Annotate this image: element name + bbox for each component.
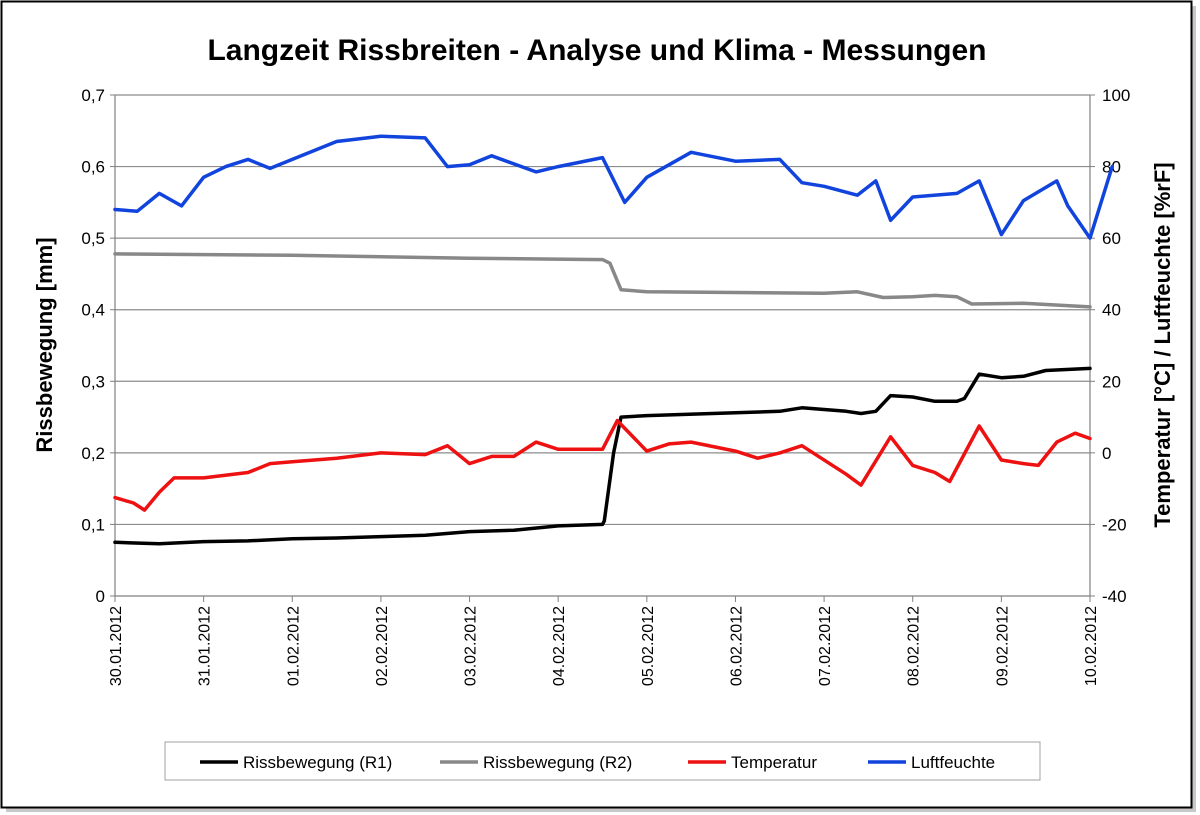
- y-left-tick-label: 0,6: [81, 158, 105, 177]
- x-tick-label: 09.02.2012: [994, 606, 1011, 686]
- x-tick-label: 10.02.2012: [1083, 606, 1100, 686]
- series-line-3: [113, 418, 1092, 512]
- x-tick-label: 03.02.2012: [463, 606, 480, 686]
- left-axis-ticks: 0 0,1 0,2 0,3 0,4 0,5 0,6 0,7: [81, 86, 115, 606]
- y-right-tick-label: 100: [1102, 86, 1130, 105]
- series-line-1: [113, 366, 1092, 546]
- gridlines: [115, 94, 1090, 526]
- y-right-tick-label: 0: [1102, 444, 1111, 463]
- y-left-tick-label: 0,1: [81, 515, 105, 534]
- y-right-tick-label: -20: [1102, 515, 1127, 534]
- x-axis-ticks: 30.01.2012 31.01.2012 01.02.2012 02.02.2012…: [108, 596, 1100, 686]
- legend: Rissbewegung (R1) Rissbewegung (R2) Temper…: [164, 741, 1041, 781]
- x-tick-label: 05.02.2012: [640, 606, 657, 686]
- legend-label: Temperatur: [731, 753, 817, 772]
- x-tick-label: 04.02.2012: [551, 606, 568, 686]
- y-left-tick-label: 0,3: [81, 372, 105, 391]
- y-right-tick-label: 60: [1102, 229, 1121, 248]
- y-right-tick-label: 20: [1102, 372, 1121, 391]
- x-tick-label: 31.01.2012: [197, 606, 214, 686]
- x-tick-label: 07.02.2012: [817, 606, 834, 686]
- x-tick-label: 02.02.2012: [374, 606, 391, 686]
- legend-label: Rissbewegung (R2): [483, 753, 632, 772]
- x-tick-label: 08.02.2012: [906, 606, 923, 686]
- y-left-tick-label: 0,7: [81, 86, 105, 105]
- x-tick-label: 01.02.2012: [285, 606, 302, 686]
- x-tick-label: 30.01.2012: [108, 606, 125, 686]
- x-tick-label: 06.02.2012: [728, 606, 745, 686]
- y-axis-left-label: Rissbewegung [mm]: [32, 237, 57, 452]
- series-line-2: [113, 252, 1092, 309]
- y-left-tick-label: 0,2: [81, 444, 105, 463]
- y-left-tick-label: 0,5: [81, 229, 105, 248]
- y-right-tick-label: 40: [1102, 301, 1121, 320]
- y-left-tick-label: 0,4: [81, 301, 105, 320]
- legend-label: Rissbewegung (R1): [243, 753, 392, 772]
- legend-label: Luftfeuchte: [911, 753, 995, 772]
- y-left-tick-label: 0: [96, 587, 105, 606]
- chart-title: Langzeit Rissbreiten - Analyse und Klima…: [207, 34, 986, 67]
- data-series: [113, 134, 1114, 546]
- y-axis-right-label: Temperatur [°C] / Luftfeuchte [%rF]: [1150, 162, 1175, 527]
- y-right-tick-label: -40: [1102, 587, 1127, 606]
- series-line-4: [113, 134, 1114, 240]
